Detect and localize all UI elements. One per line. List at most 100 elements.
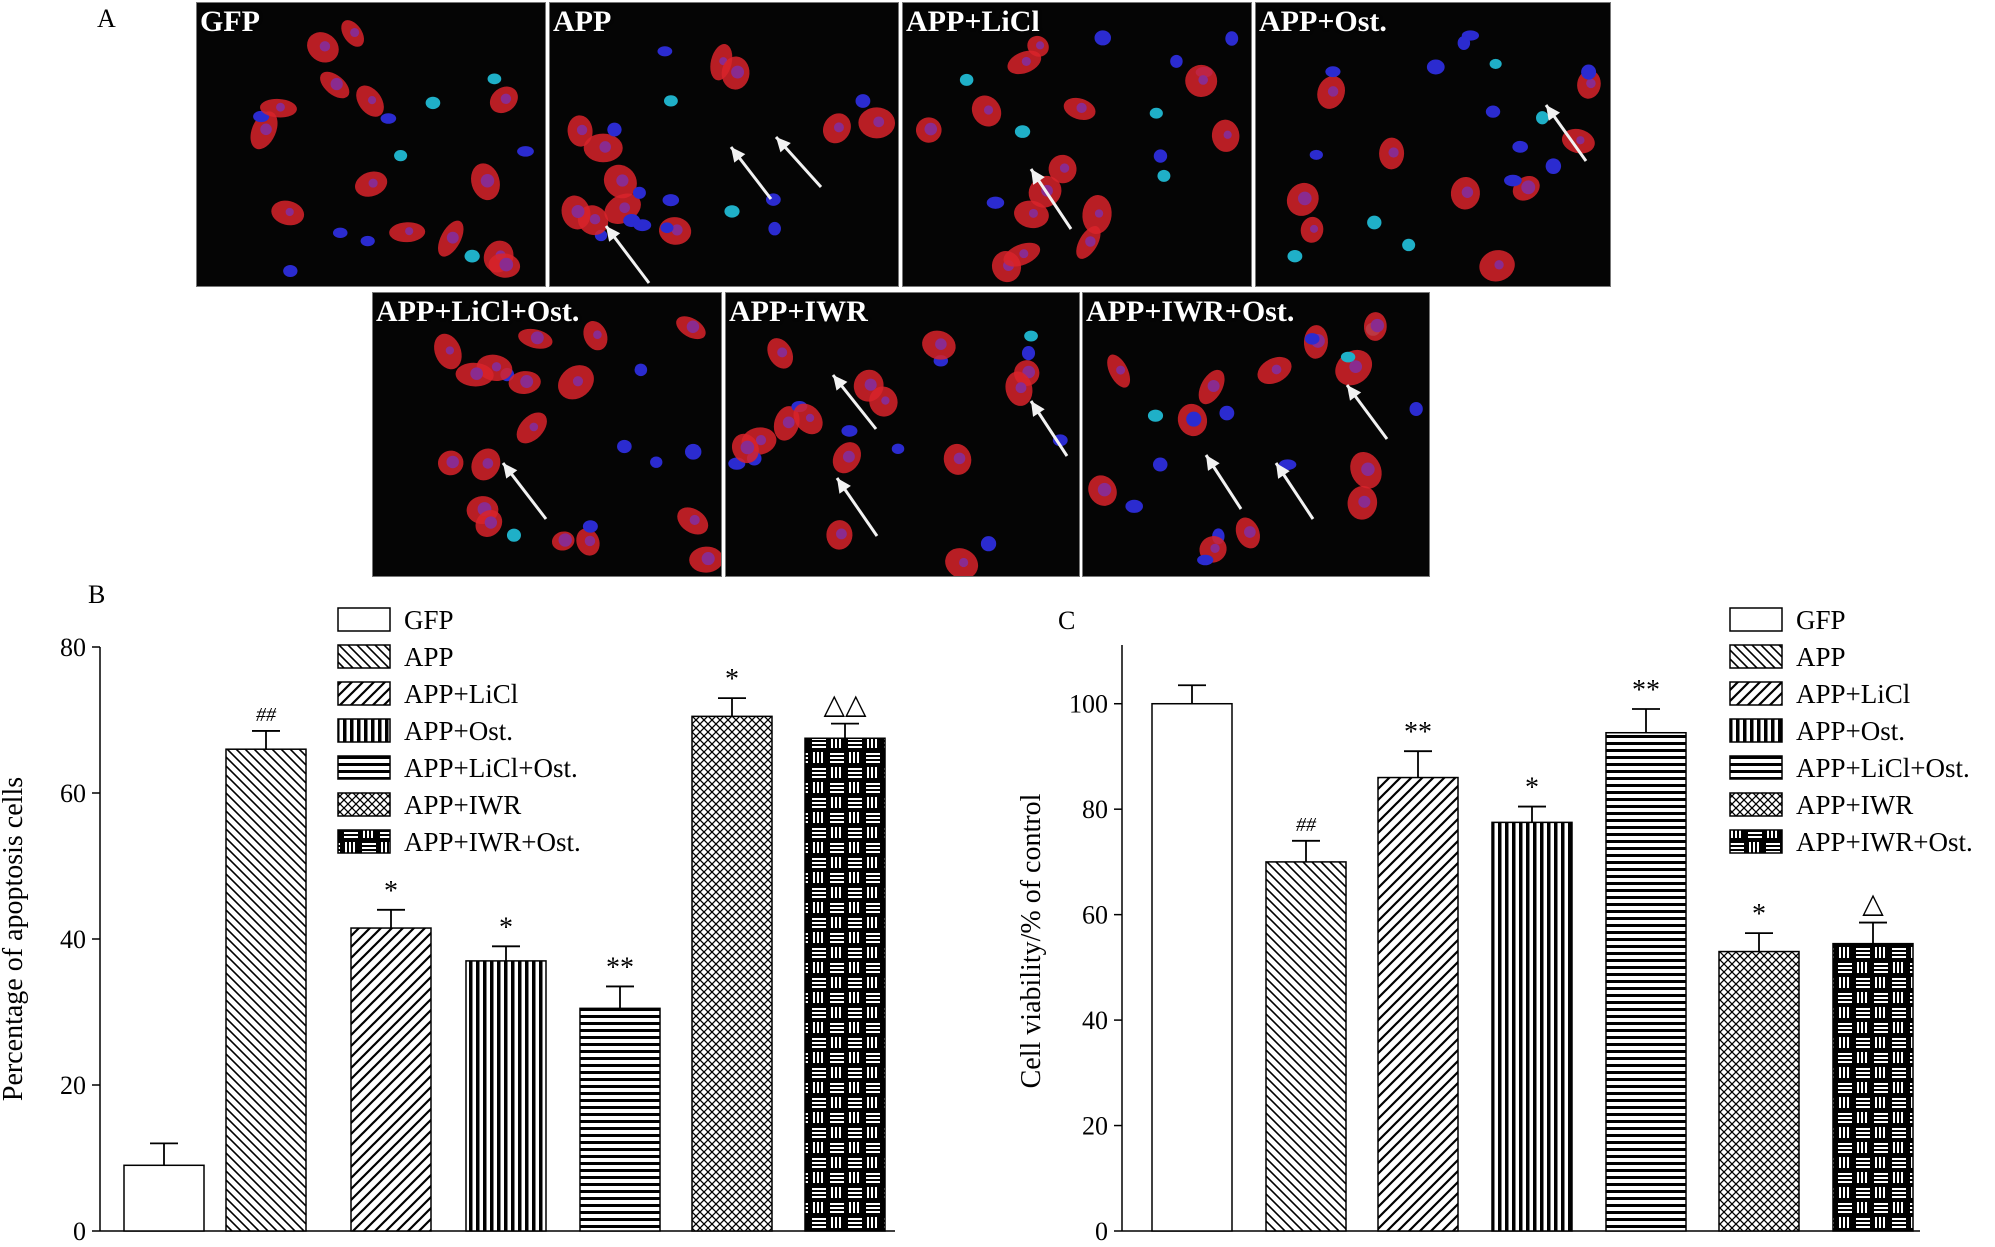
legend-label: APP+LiCl+Ost. [1796,753,1970,783]
legend-swatch [337,829,391,854]
arrow-icon [1544,104,1588,162]
y-tick-label: 0 [73,1217,86,1246]
legend-swatch [337,718,391,743]
legend-swatch [1729,718,1783,743]
bar [1491,821,1573,1232]
y-tick-label: 60 [1082,901,1108,930]
arrow-icon [729,146,773,200]
y-axis-label: Percentage of apoptosis cells [0,777,29,1101]
arrow-icon [1204,454,1243,510]
significance-label: △△ [823,690,867,721]
micrograph-image: APP [549,2,899,287]
legend-label: APP+Ost. [1796,716,1905,746]
arrow-icon [774,135,823,189]
micrograph-image: APP+IWR [725,292,1080,577]
bar [579,1007,661,1232]
micrograph-label: APP+LiCl [906,5,1040,38]
legend-swatch [337,644,391,669]
bar [1151,702,1233,1232]
legend-swatch [1729,755,1783,780]
micrograph-label: APP [553,5,612,38]
significance-label: ** [1632,675,1660,706]
panel-letter-a: A [97,4,116,33]
bar [350,927,432,1232]
legend-label: APP+IWR+Ost. [1796,827,1973,857]
micrograph-cells [728,330,1069,576]
arrow-icon [831,374,878,430]
legend-label: APP [1796,642,1846,672]
legend-swatch [337,607,391,632]
significance-label: ** [1404,717,1432,748]
legend-swatch [1729,681,1783,706]
arrow-icon [1274,462,1315,520]
micrograph-cells [915,30,1240,283]
panel-letter-c: C [1058,606,1076,635]
bar [1605,731,1687,1232]
micrograph-label: APP+Ost. [1259,5,1387,38]
y-tick-label: 0 [1095,1217,1108,1246]
significance-label: ## [256,704,277,726]
arrow-icon [1029,400,1069,457]
significance-label: ** [606,952,634,983]
significance-label: △ [1862,889,1884,920]
micrograph-image: GFP [196,2,546,287]
bar [1832,942,1914,1232]
legend-label: GFP [404,605,454,635]
legend-label: APP+IWR [404,790,521,820]
y-tick-label: 100 [1069,690,1108,719]
significance-label: * [1525,773,1539,804]
y-tick-label: 20 [1082,1112,1108,1141]
y-tick-label: 20 [60,1071,86,1100]
y-tick-label: 80 [60,633,86,662]
legend-label: GFP [1796,605,1846,635]
bar [1377,776,1459,1232]
legend-swatch [337,681,391,706]
micrograph-label: APP+IWR [729,295,868,328]
y-tick-label: 80 [1082,795,1108,824]
micrograph-image: APP+Ost. [1255,2,1611,287]
legend-swatch [1729,607,1783,632]
arrow-icon [604,225,651,284]
bar [225,748,307,1232]
arrow-icon [1029,168,1073,230]
micrograph-cells [250,20,534,278]
legend-swatch [1729,792,1783,817]
micrograph-label: GFP [200,5,260,38]
y-tick-label: 40 [1082,1006,1108,1035]
legend-label: APP [404,642,454,672]
bar [465,960,547,1232]
y-tick-label: 40 [60,925,86,954]
micrograph-cells [561,43,896,284]
legend-swatch [337,755,391,780]
bar [691,715,773,1232]
significance-label: * [499,912,513,943]
micrograph-cells [1088,312,1423,566]
y-tick-label: 60 [60,779,86,808]
y-axis-label: Cell viability/% of control [1016,793,1047,1088]
bar [1265,861,1347,1232]
micrograph-image: APP+LiCl [902,2,1252,287]
legend-swatch [1729,644,1783,669]
legend-label: APP+IWR+Ost. [404,827,581,857]
panel-letter-b: B [88,580,106,609]
bar [1718,950,1800,1232]
legend-swatch [1729,829,1783,854]
legend-label: APP+LiCl [1796,679,1910,709]
micrograph-cells [434,316,721,573]
micrograph-image: APP+IWR+Ost. [1082,292,1430,577]
legend-label: APP+IWR [1796,790,1913,820]
legend-label: APP+LiCl [404,679,518,709]
legend-label: APP+Ost. [404,716,513,746]
legend-label: APP+LiCl+Ost. [404,753,578,783]
legend-swatch [337,792,391,817]
micrograph-cells [1286,30,1601,282]
significance-label: * [384,876,398,907]
significance-label: * [1752,899,1766,930]
micrograph-label: APP+LiCl+Ost. [376,295,580,328]
bar [123,1164,205,1232]
micrograph-label: APP+IWR+Ost. [1086,295,1295,328]
arrow-icon [835,477,879,537]
arrow-icon [501,462,548,520]
significance-label: * [725,664,739,695]
micrograph-image: APP+LiCl+Ost. [372,292,722,577]
